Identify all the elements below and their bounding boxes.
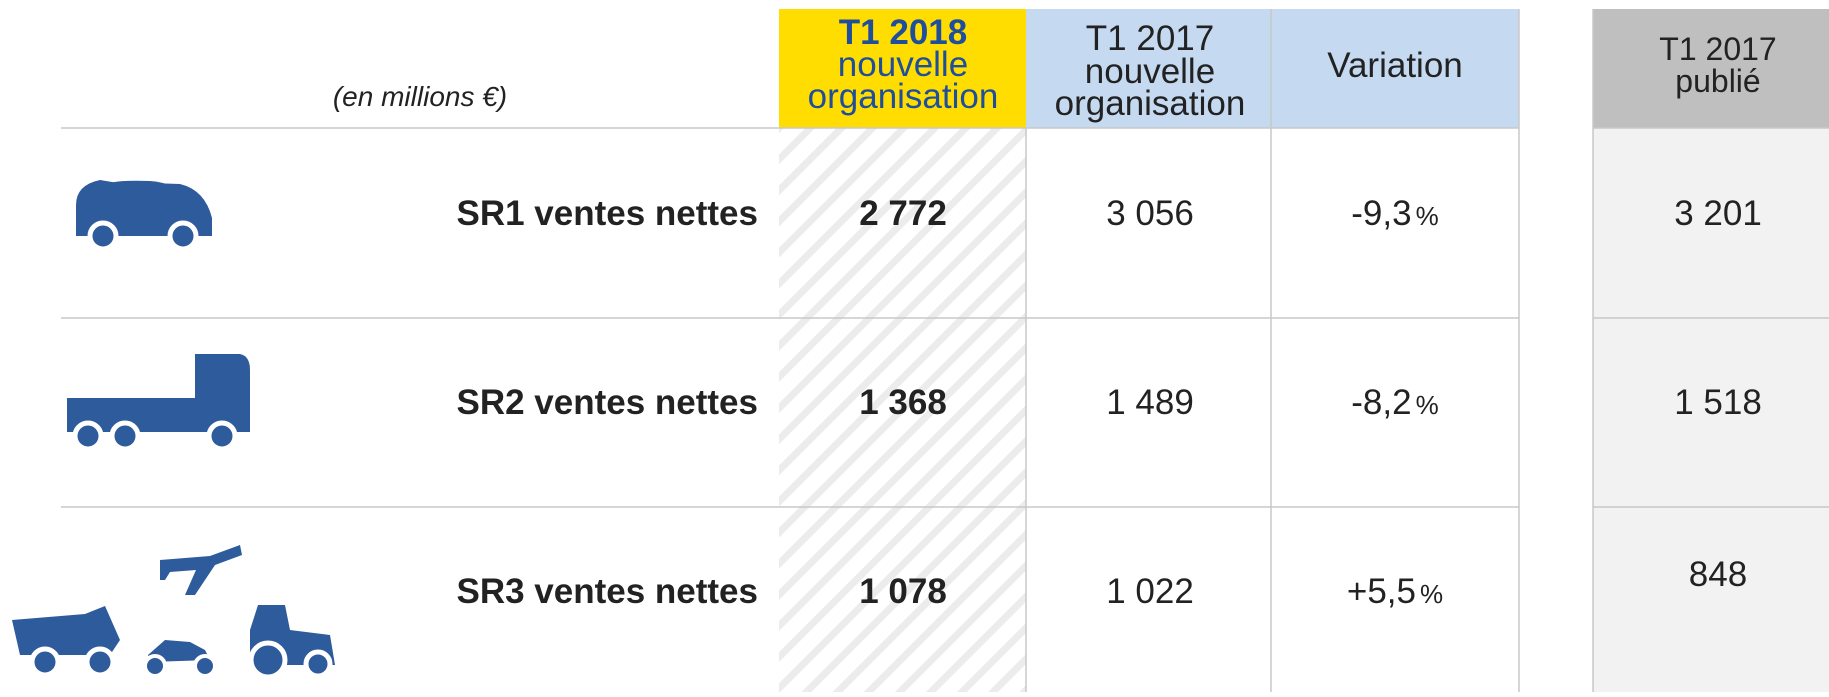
header-text: T1 2018: [839, 13, 967, 52]
header-text: nouvelle: [838, 45, 968, 84]
variation-unit: %: [1416, 390, 1439, 420]
header-cell: [1593, 9, 1829, 128]
cell-value: 1 368: [859, 383, 947, 422]
highlight-column: [779, 128, 1026, 692]
cell-value: -8,2%: [1351, 383, 1438, 422]
variation-unit: %: [1420, 579, 1443, 609]
cell-value: 1 078: [859, 572, 947, 611]
grid: [61, 9, 1829, 692]
header-text: T1 2017: [1659, 31, 1776, 67]
variation-value: +5,5: [1347, 572, 1416, 611]
published-column: [1593, 128, 1829, 692]
header-text: Variation: [1327, 46, 1463, 85]
cell-value: 3 201: [1674, 194, 1762, 233]
row-label: SR1 ventes nettes: [456, 194, 758, 233]
variation-value: -8,2: [1351, 383, 1411, 422]
row-label: SR3 ventes nettes: [456, 572, 758, 611]
header-text: organisation: [808, 77, 999, 116]
rows: SR1 ventes nettes 2 772 3 056 -9,3% 3 201 SR2…: [456, 194, 1761, 611]
variation-unit: %: [1416, 201, 1439, 231]
unit-label: (en millions €): [333, 81, 507, 112]
header-text: organisation: [1055, 84, 1246, 123]
cell-value: 1 489: [1106, 383, 1194, 422]
cell-value: 848: [1689, 555, 1747, 594]
header-text: publié: [1675, 63, 1760, 99]
cell-value: 1 022: [1106, 572, 1194, 611]
header-text: T1 2017: [1086, 19, 1214, 58]
truck-icon: [67, 354, 250, 452]
sr3-icons: [12, 545, 335, 680]
cell-value: -9,3%: [1351, 194, 1438, 233]
header-cell: [1026, 9, 1519, 128]
car-icon: [76, 180, 212, 252]
cell-value: 3 056: [1106, 194, 1194, 233]
cell-value: +5,5%: [1347, 572, 1443, 611]
header-cell: [779, 9, 1026, 128]
row-label: SR2 ventes nettes: [456, 383, 758, 422]
cell-value: 2 772: [859, 194, 947, 233]
cell-value: 1 518: [1674, 383, 1762, 422]
variation-value: -9,3: [1351, 194, 1411, 233]
header-text: nouvelle: [1085, 52, 1215, 91]
